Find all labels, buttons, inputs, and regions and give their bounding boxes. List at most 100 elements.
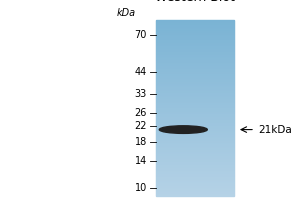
Bar <box>156 189 234 190</box>
Ellipse shape <box>159 126 207 133</box>
Bar <box>156 37 234 38</box>
Bar <box>156 121 234 122</box>
Bar <box>156 79 234 80</box>
Bar <box>156 48 234 49</box>
Bar <box>156 183 234 184</box>
Bar <box>156 36 234 37</box>
Bar <box>156 78 234 79</box>
Bar <box>156 113 234 114</box>
Bar <box>156 174 234 175</box>
Bar <box>156 34 234 35</box>
Bar <box>156 24 234 25</box>
Bar <box>156 57 234 58</box>
Bar <box>156 146 234 147</box>
Bar <box>156 139 234 140</box>
Bar <box>156 157 234 158</box>
Bar <box>156 159 234 160</box>
Bar <box>156 131 234 132</box>
Bar <box>156 80 234 81</box>
Bar <box>156 54 234 55</box>
Bar <box>156 125 234 126</box>
Bar <box>156 77 234 78</box>
Bar <box>156 40 234 41</box>
Bar <box>156 65 234 66</box>
Text: 22: 22 <box>134 121 147 131</box>
Bar <box>156 114 234 115</box>
Bar <box>156 192 234 193</box>
Bar <box>156 67 234 68</box>
Bar <box>156 32 234 33</box>
Bar <box>156 86 234 87</box>
Bar <box>156 52 234 53</box>
Bar <box>156 149 234 150</box>
Bar <box>156 106 234 107</box>
Bar <box>156 90 234 91</box>
Bar <box>156 81 234 82</box>
Bar <box>156 83 234 84</box>
Bar <box>156 187 234 188</box>
Bar <box>156 117 234 118</box>
Bar <box>156 21 234 22</box>
Bar <box>156 153 234 154</box>
Bar <box>156 75 234 76</box>
Bar <box>156 186 234 187</box>
Bar <box>156 134 234 135</box>
Bar <box>156 105 234 106</box>
Bar <box>156 45 234 46</box>
Bar <box>156 124 234 125</box>
Bar <box>156 177 234 178</box>
Bar <box>156 190 234 191</box>
Bar <box>156 118 234 119</box>
Bar <box>156 195 234 196</box>
Bar <box>156 56 234 57</box>
Bar <box>156 122 234 123</box>
Bar <box>156 63 234 64</box>
Bar <box>156 158 234 159</box>
Bar <box>156 71 234 72</box>
Bar <box>156 147 234 148</box>
Bar <box>156 172 234 173</box>
Bar <box>156 66 234 67</box>
Bar <box>156 44 234 45</box>
Bar <box>156 62 234 63</box>
Bar <box>156 30 234 31</box>
Bar <box>156 165 234 166</box>
Bar <box>156 185 234 186</box>
Text: 18: 18 <box>135 137 147 147</box>
Bar <box>156 160 234 161</box>
Bar <box>156 156 234 157</box>
Bar <box>156 152 234 153</box>
Bar <box>156 141 234 142</box>
Bar <box>156 47 234 48</box>
Bar <box>156 85 234 86</box>
Bar <box>156 127 234 128</box>
Bar <box>156 46 234 47</box>
Text: Western Blot: Western Blot <box>155 0 235 4</box>
Bar <box>156 180 234 181</box>
Bar <box>156 162 234 163</box>
Bar <box>156 181 234 182</box>
Text: 21kDa: 21kDa <box>258 125 292 135</box>
Bar <box>156 31 234 32</box>
Bar <box>156 61 234 62</box>
Text: 26: 26 <box>135 108 147 118</box>
Bar <box>156 144 234 145</box>
Bar <box>156 151 234 152</box>
Bar <box>156 170 234 171</box>
Bar <box>156 184 234 185</box>
Bar <box>156 29 234 30</box>
Text: 33: 33 <box>135 89 147 99</box>
Bar <box>156 96 234 97</box>
Bar <box>156 73 234 74</box>
Bar <box>156 43 234 44</box>
Bar <box>156 128 234 129</box>
Bar <box>156 166 234 167</box>
Bar <box>156 89 234 90</box>
Bar <box>156 132 234 133</box>
Bar <box>156 136 234 137</box>
Bar <box>156 84 234 85</box>
Bar <box>156 82 234 83</box>
Bar <box>156 50 234 51</box>
Bar <box>156 188 234 189</box>
Bar <box>156 107 234 108</box>
